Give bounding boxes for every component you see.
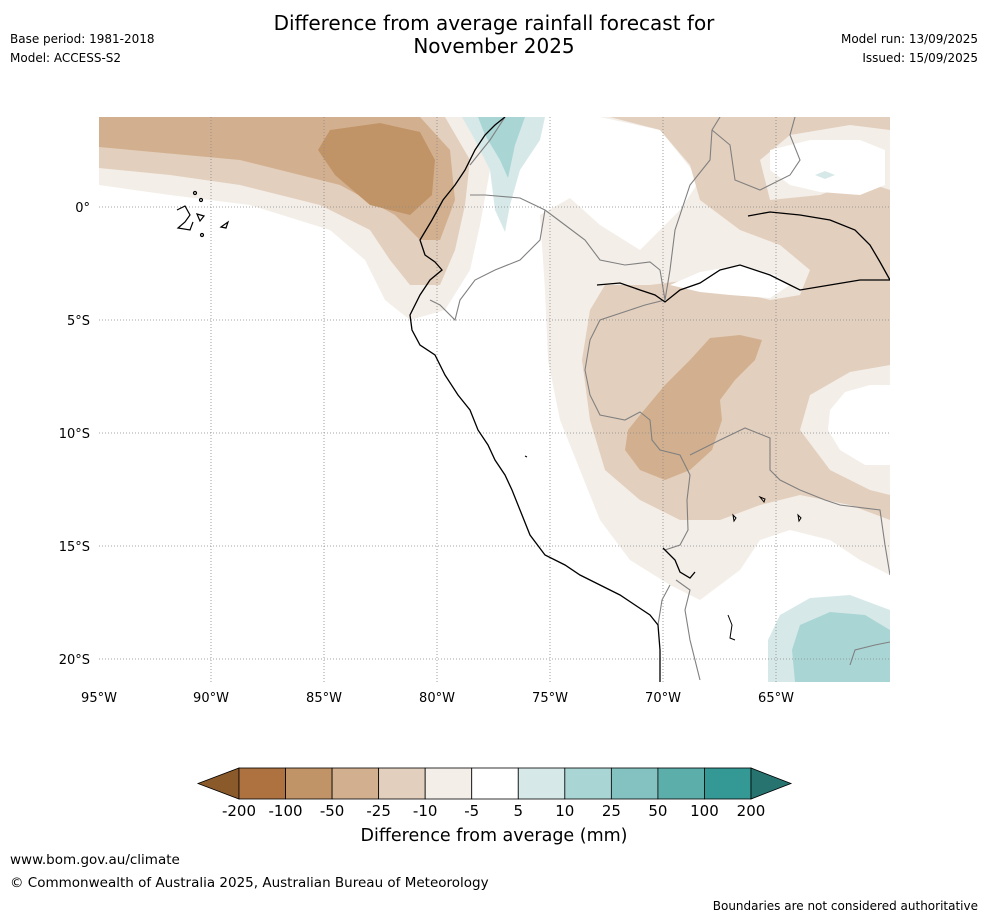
coastline: [409, 117, 890, 682]
wet-region-colombia-light: [462, 117, 545, 232]
colorbar-tick-label: -100: [269, 802, 303, 820]
lat-tick-label: 5°S: [67, 314, 90, 329]
colorbar-tick-label: -25: [366, 802, 391, 820]
wet-region-colombia-medium: [478, 117, 525, 178]
colorbar-tick-label: -50: [320, 802, 345, 820]
lon-tick-label: 80°W: [419, 691, 455, 706]
lon-tick-label: 85°W: [306, 691, 342, 706]
model-run-label: Model run: 13/09/2025: [840, 32, 978, 46]
colorbar-swatch: [704, 767, 752, 800]
colorbar: -200 -100 -50 -25 -10 -5 5 10 25 50 100 200: [196, 767, 793, 820]
colorbar-tick-label: 200: [737, 802, 766, 820]
bom-url[interactable]: www.bom.gov.au/climate: [10, 852, 180, 868]
map-title-line2: November 2025: [413, 34, 575, 58]
disclaimer-label: Boundaries are not considered authoritat…: [712, 899, 978, 913]
lakes: [524, 455, 802, 641]
colorbar-tick-label: -5: [464, 802, 479, 820]
lat-tick-label: 15°S: [59, 540, 90, 555]
copyright-label: © Commonwealth of Australia 2025, Austra…: [10, 875, 489, 891]
colorbar-swatch: [657, 767, 705, 800]
colorbar-swatch: [424, 767, 473, 800]
near-normal-hole-east: [828, 385, 890, 465]
colorbar-tick-label: 10: [555, 802, 574, 820]
colorbar-tick-label: -10: [413, 802, 438, 820]
lat-tick-label: 20°S: [59, 653, 90, 668]
graticule: [99, 117, 890, 682]
colorbar-swatch: [285, 767, 333, 800]
lon-tick-label: 75°W: [532, 691, 568, 706]
lon-tick-label: 70°W: [645, 691, 681, 706]
map-frame: [99, 117, 890, 682]
base-period-label: Base period: 1981-2018: [10, 32, 155, 46]
colorbar-tick-label: 25: [602, 802, 621, 820]
issued-label: Issued: 15/09/2025: [862, 51, 978, 65]
colorbar-swatch: [610, 767, 659, 800]
colorbar-extend-high: [750, 767, 793, 800]
colorbar-title: Difference from average (mm): [360, 826, 628, 846]
lat-tick-label: 0°: [75, 201, 90, 216]
map-title: Difference from average rainfall forecas…: [0, 12, 988, 58]
country-boundaries: [429, 117, 890, 681]
lon-tick-label: 90°W: [193, 691, 229, 706]
dry-region-amazon-inner: [625, 335, 762, 480]
colorbar-tick-label: 5: [513, 802, 523, 820]
dry-region-northwest-core: [318, 123, 435, 215]
wet-region-southeast-medium: [792, 612, 890, 682]
latitude-tick-labels: 0° 5°S 10°S 15°S 20°S: [59, 201, 90, 668]
colorbar-tick-label: 50: [648, 802, 667, 820]
colorbar-tick-label: 100: [690, 802, 719, 820]
near-normal-hole-river: [670, 265, 790, 298]
wet-speck-northeast: [815, 171, 835, 179]
lon-tick-label: 95°W: [81, 691, 117, 706]
colorbar-extend-low: [196, 767, 240, 800]
model-label: Model: ACCESS-S2: [10, 51, 122, 65]
colorbar-swatch: [471, 767, 519, 800]
colorbar-swatch: [564, 767, 612, 800]
lon-tick-label: 65°W: [758, 691, 794, 706]
colorbar-swatch: [378, 767, 426, 800]
lat-tick-label: 10°S: [59, 427, 90, 442]
colorbar-swatch: [517, 767, 566, 800]
colorbar-swatch: [331, 767, 380, 800]
colorbar-tick-label: -200: [222, 802, 256, 820]
near-normal-hole-northeast: [770, 140, 885, 195]
longitude-tick-labels: 95°W 90°W 85°W 80°W 75°W 70°W 65°W: [81, 691, 794, 706]
colorbar-swatch: [238, 767, 286, 800]
galapagos-islands: [176, 190, 230, 238]
map-title-line1: Difference from average rainfall forecas…: [273, 11, 715, 35]
